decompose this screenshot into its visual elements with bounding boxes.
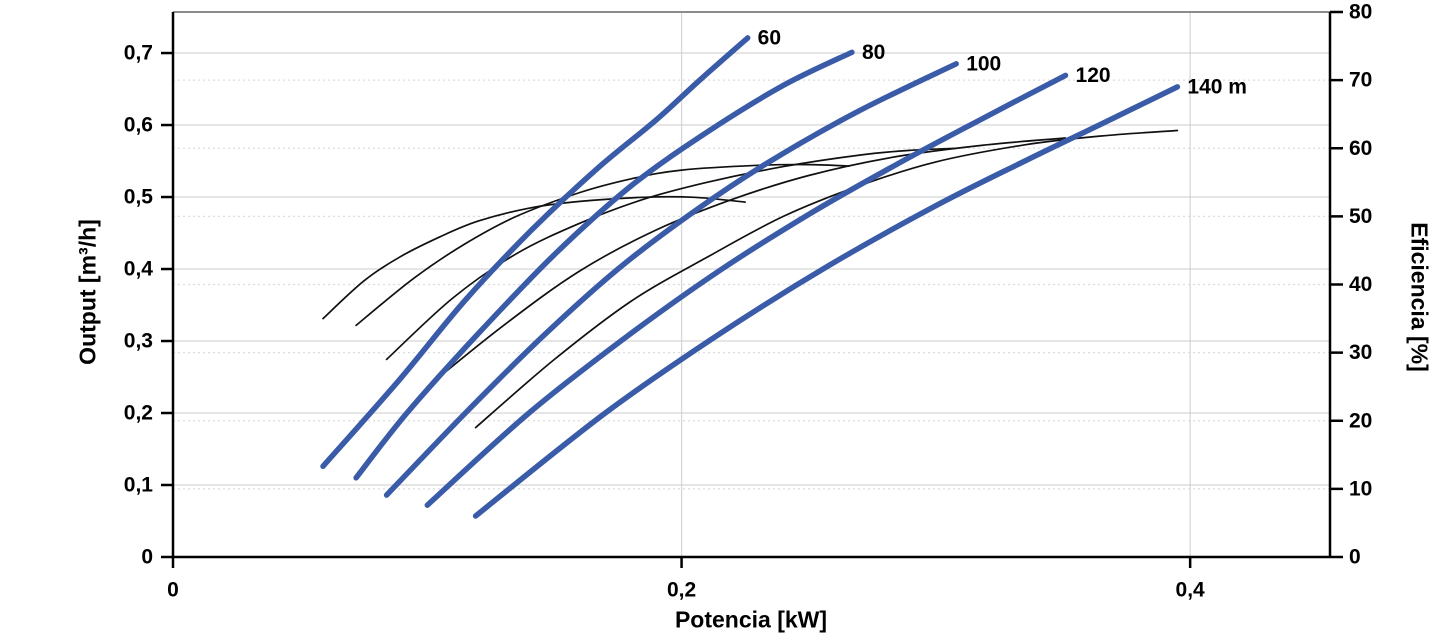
right-axis-tick-label: 60 — [1349, 137, 1372, 160]
head-140-label: 140 m — [1187, 75, 1247, 98]
head-100-label: 100 — [966, 52, 1001, 75]
head-100-curve — [383, 61, 959, 498]
left-axis-tick-label: 0,3 — [124, 330, 153, 353]
right-axis-tick-label: 80 — [1349, 1, 1372, 24]
left-axis-tick-label: 0 — [141, 546, 153, 569]
right-axis-tick-label: 50 — [1349, 205, 1372, 228]
head-80-curve — [353, 49, 855, 481]
right-axis-tick-label: 30 — [1349, 341, 1372, 364]
right-axis-tick-label: 70 — [1349, 69, 1372, 92]
head-120-label: 120 — [1076, 64, 1111, 87]
left-axis-tick-label: 0,2 — [124, 402, 153, 425]
right-axis-tick-label: 20 — [1349, 409, 1372, 432]
efficiency-80-curve — [355, 163, 851, 327]
head-60-curve — [320, 35, 751, 470]
left-axis-tick-label: 0,6 — [124, 114, 153, 137]
efficiency-140-curve — [474, 129, 1179, 429]
efficiency-60-curve — [322, 195, 746, 320]
left-axis-tick-label: 0,5 — [124, 186, 154, 209]
right-axis-tick-label: 40 — [1349, 273, 1372, 296]
x-axis-tick-label: 0,2 — [667, 578, 696, 601]
efficiency-100-curve — [385, 147, 958, 361]
left-axis-tick-label: 0,1 — [124, 474, 154, 497]
head-60-label: 60 — [758, 26, 781, 49]
x-axis-tick-label: 0,4 — [1176, 578, 1206, 601]
right-axis-tick-label: 10 — [1349, 477, 1372, 500]
right-axis-tick-label: 0 — [1349, 546, 1361, 569]
head-120-curve — [424, 72, 1069, 508]
left-axis-tick-label: 0,7 — [124, 42, 153, 65]
head-140-curve — [472, 84, 1181, 519]
x-axis-tick-label: 0 — [167, 578, 179, 601]
head-80-label: 80 — [862, 41, 885, 64]
efficiency-120-curve — [426, 137, 1067, 388]
left-axis-tick-label: 0,4 — [124, 258, 154, 281]
